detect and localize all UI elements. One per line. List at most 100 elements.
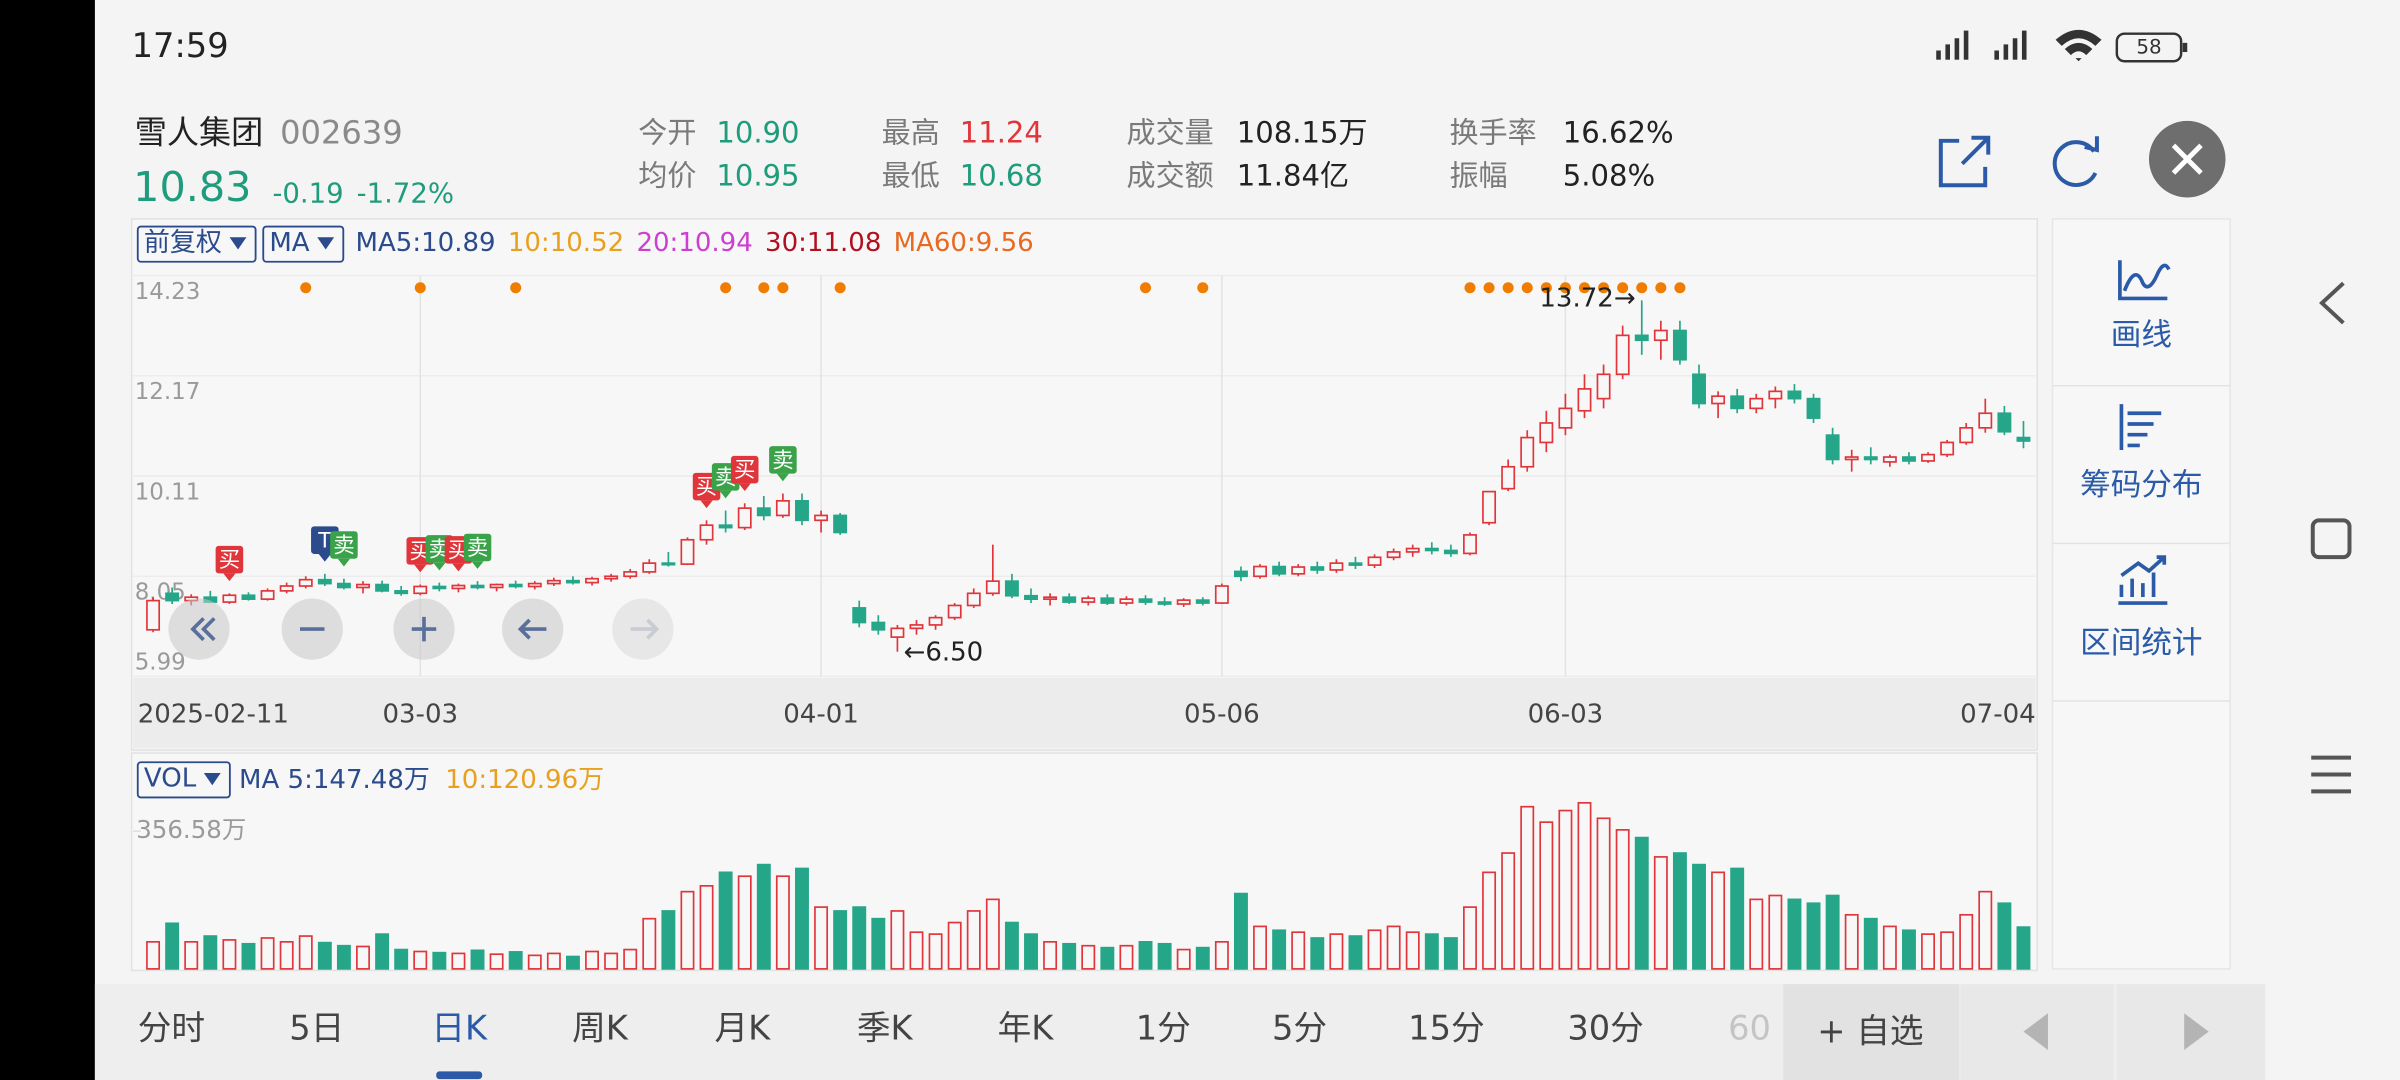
chips-icon: [2119, 404, 2162, 451]
volume-bar: [1672, 852, 1687, 970]
add-watch-button[interactable]: + 自选: [1817, 1012, 1923, 1051]
pan-right-button[interactable]: [612, 598, 674, 660]
side-menu-item[interactable]: 画线: [2111, 318, 2172, 353]
candle-body: [1692, 373, 1706, 405]
period-tab[interactable]: 15分: [1408, 1009, 1484, 1048]
volume-bar: [1501, 852, 1516, 970]
signal-dot: [1540, 282, 1552, 294]
volume-bar: [947, 921, 962, 970]
stock-code: 002639: [280, 114, 403, 152]
volume-bar: [1825, 894, 1840, 970]
trade-marker-label: 卖: [467, 536, 488, 561]
volume-bar: [1653, 856, 1668, 970]
battery-tip: [2182, 42, 2188, 53]
volume-bar: [1482, 871, 1497, 970]
volume-bar: [1100, 946, 1115, 970]
prev-stock-button[interactable]: [2023, 1013, 2048, 1050]
volume-bar: [1615, 829, 1630, 970]
candle-body: [1730, 395, 1745, 410]
period-tab[interactable]: 分时: [138, 1009, 205, 1048]
candle-body: [1653, 329, 1668, 342]
indicator-dropdown[interactable]: MA: [269, 228, 309, 258]
period-tab[interactable]: 月K: [714, 1009, 771, 1048]
candle-body: [775, 499, 790, 517]
period-tab[interactable]: 年K: [998, 1009, 1055, 1048]
volume-bar: [1863, 917, 1878, 970]
close-button[interactable]: [2148, 120, 2226, 198]
period-tab[interactable]: 60: [1728, 1009, 1771, 1048]
nav-back[interactable]: [2319, 281, 2345, 325]
volume-bar: [1730, 867, 1745, 970]
candle-body: [2016, 436, 2031, 442]
volume-bar: [1024, 933, 1038, 970]
volume-bar: [737, 875, 752, 970]
volume-bar: [814, 906, 829, 970]
candle-body: [1272, 565, 1287, 575]
volume-ma-legend: 10:120.96万: [445, 765, 604, 795]
volume-bar: [966, 910, 981, 970]
nav-home[interactable]: [2310, 518, 2352, 560]
signal-dot: [758, 282, 770, 294]
period-tab[interactable]: 5日: [289, 1009, 344, 1048]
pan-left-button[interactable]: [502, 598, 564, 660]
candle-body: [1463, 534, 1477, 555]
candle-body: [1882, 456, 1897, 463]
trade-marker-tip: [452, 563, 465, 572]
period-tab[interactable]: 30分: [1567, 1009, 1643, 1048]
period-tab[interactable]: 周K: [572, 1009, 629, 1048]
trade-marker-tip: [776, 473, 790, 482]
volume-bar: [642, 917, 657, 970]
signal-dot: [300, 282, 312, 294]
indicator-dropdown[interactable]: 前复权: [144, 228, 222, 258]
side-menu-item[interactable]: 筹码分布: [2080, 468, 2202, 503]
candle-body: [890, 627, 905, 638]
candle-body: [1176, 599, 1191, 605]
stat-value: 10.95: [716, 159, 799, 193]
volume-bar: [279, 941, 294, 970]
period-tab[interactable]: 季K: [857, 1009, 914, 1048]
volume-bar: [1195, 946, 1210, 970]
candle-body: [527, 582, 542, 588]
signal-dot: [1464, 282, 1476, 294]
nav-recents[interactable]: [2311, 755, 2352, 794]
candle-body: [585, 577, 599, 584]
volume-dropdown[interactable]: VOL: [144, 764, 197, 794]
trade-marker-tip: [223, 573, 236, 582]
volume-bar: [1291, 931, 1306, 970]
x-tick-label: 2025-02-11: [138, 699, 289, 729]
candle-body: [260, 590, 275, 600]
volume-bar: [699, 885, 714, 970]
signal-dot: [1578, 282, 1591, 294]
tab-underline: [436, 1071, 483, 1080]
volume-bar: [909, 931, 924, 970]
candle-body: [1291, 566, 1306, 575]
volume-bar: [661, 910, 676, 970]
volume-bar: [146, 941, 161, 970]
candle-body: [222, 594, 237, 603]
period-tab[interactable]: 1分: [1136, 1009, 1191, 1048]
period-tab[interactable]: 日K: [431, 1009, 488, 1048]
stat-value: 11.24: [960, 116, 1043, 150]
zoom-out-button[interactable]: [281, 598, 343, 660]
refresh-button[interactable]: [2052, 136, 2099, 187]
volume-bar: [241, 942, 256, 970]
period-tab[interactable]: 5分: [1272, 1009, 1327, 1048]
candle-body: [1520, 436, 1535, 468]
volume-bar: [1443, 937, 1458, 970]
stat-label: 最高: [882, 116, 940, 150]
next-stock-button[interactable]: [2184, 1013, 2209, 1050]
zoom-in-button[interactable]: [393, 598, 455, 660]
share-button[interactable]: [1938, 135, 1991, 188]
volume-bar: [508, 951, 523, 970]
last-price: 10.83: [133, 163, 251, 211]
chart-nav-buttons: [168, 598, 674, 660]
jump-start-button[interactable]: [168, 598, 230, 660]
volume-bar: [1768, 894, 1783, 970]
side-menu-item[interactable]: 区间统计: [2080, 626, 2202, 661]
y-tick-label: 14.23: [135, 279, 201, 305]
volume-bar: [1692, 863, 1706, 970]
volume-bar: [394, 948, 409, 970]
candle-body: [394, 590, 409, 595]
period-tabs: 分时 5日 日K 周K 月K 季K 年K 1分 5分 15分 30分 60: [138, 1009, 1771, 1080]
trade-marker-tip: [414, 564, 427, 573]
